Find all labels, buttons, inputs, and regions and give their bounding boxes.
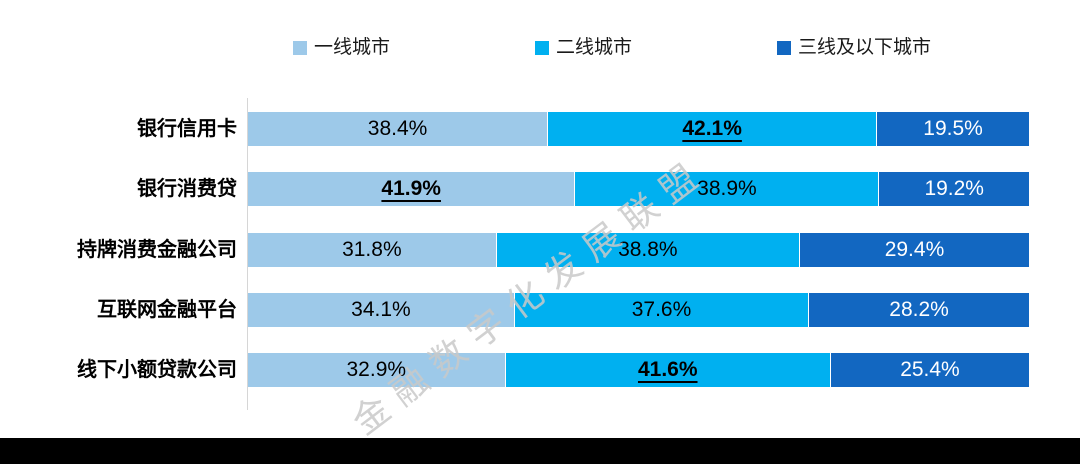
- segment-value-label: 32.9%: [346, 358, 407, 381]
- stacked-bar: 32.9% 41.6% 25.4%: [248, 353, 1029, 387]
- stacked-bar: 38.4% 42.1% 19.5%: [248, 112, 1029, 146]
- chart-row: 银行信用卡 38.4% 42.1% 19.5%: [0, 112, 1080, 146]
- segment-value-label: 34.1%: [351, 298, 411, 321]
- bar-segment-tier3: 19.5%: [876, 112, 1029, 146]
- bar-segment-tier3: 29.4%: [798, 233, 1029, 267]
- legend-swatch-icon: [535, 40, 550, 55]
- bar-segment-tier1: 38.4%: [248, 112, 548, 146]
- chart-row: 互联网金融平台 34.1% 37.6% 28.2%: [0, 293, 1080, 327]
- bar-segment-tier2: 38.9%: [574, 172, 879, 206]
- stacked-bar: 34.1% 37.6% 28.2%: [248, 293, 1029, 327]
- chart-row: 银行消费贷 41.9% 38.9% 19.2%: [0, 172, 1080, 206]
- bar-segment-tier2: 42.1%: [547, 112, 877, 146]
- segment-value-label: 28.2%: [889, 298, 949, 321]
- segment-value-label: 38.9%: [697, 177, 757, 200]
- bar-segment-tier3: 28.2%: [808, 293, 1029, 327]
- chart-row: 持牌消费金融公司 31.8% 38.8% 29.4%: [0, 233, 1080, 267]
- bar-segment-tier1: 34.1%: [248, 293, 514, 327]
- bar-segment-tier3: 25.4%: [829, 353, 1029, 387]
- category-axis-line: [247, 98, 248, 410]
- legend: 一线城市 二线城市 三线及以下城市: [293, 38, 931, 57]
- segment-value-label: 38.8%: [618, 238, 678, 261]
- legend-item-tier2: 二线城市: [535, 38, 632, 57]
- bar-segment-tier1: 32.9%: [248, 353, 505, 387]
- segment-value-label: 19.5%: [923, 117, 983, 140]
- segment-value-label: 19.2%: [924, 177, 984, 200]
- legend-item-tier3: 三线及以下城市: [777, 38, 931, 57]
- category-label: 互联网金融平台: [97, 299, 237, 321]
- bottom-black-bar: [0, 438, 1080, 464]
- chart-row: 线下小额贷款公司 32.9% 41.6% 25.4%: [0, 353, 1080, 387]
- legend-swatch-icon: [293, 40, 307, 55]
- legend-label: 三线及以下城市: [798, 37, 932, 58]
- category-label: 银行信用卡: [137, 118, 237, 140]
- bar-segment-tier1: 41.9%: [248, 172, 575, 206]
- segment-value-label: 29.4%: [884, 238, 945, 261]
- segment-value-label: 41.9%: [381, 177, 441, 200]
- bar-segment-tier2: 41.6%: [504, 353, 830, 387]
- segment-value-label: 37.6%: [631, 298, 692, 321]
- bar-segment-tier1: 31.8%: [248, 233, 496, 267]
- stacked-bar: 31.8% 38.8% 29.4%: [248, 233, 1029, 267]
- segment-value-label: 42.1%: [682, 117, 742, 140]
- segment-value-label: 41.6%: [637, 358, 698, 381]
- legend-label: 二线城市: [556, 37, 633, 58]
- stacked-bar: 41.9% 38.9% 19.2%: [248, 172, 1029, 206]
- bar-segment-tier3: 19.2%: [878, 172, 1029, 206]
- category-label: 银行消费贷: [137, 178, 237, 200]
- legend-label: 一线城市: [314, 37, 391, 58]
- segment-value-label: 25.4%: [900, 358, 960, 381]
- bar-segment-tier2: 38.8%: [495, 233, 799, 267]
- legend-item-tier1: 一线城市: [293, 38, 390, 57]
- category-label: 持牌消费金融公司: [77, 239, 237, 261]
- segment-value-label: 38.4%: [367, 117, 428, 140]
- category-label: 线下小额贷款公司: [77, 359, 237, 381]
- bar-segment-tier2: 37.6%: [513, 293, 809, 327]
- legend-swatch-icon: [777, 40, 792, 55]
- segment-value-label: 31.8%: [342, 238, 402, 261]
